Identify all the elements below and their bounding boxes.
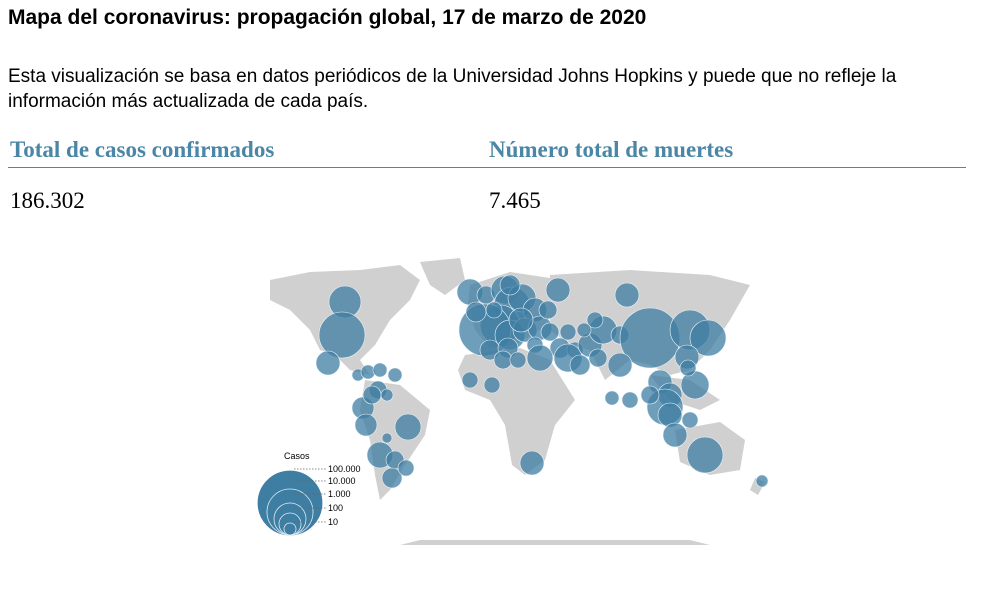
country-case-bubble[interactable] xyxy=(508,307,534,333)
country-case-bubble[interactable] xyxy=(569,354,591,376)
country-case-bubble[interactable] xyxy=(621,391,639,409)
country-case-bubble[interactable] xyxy=(380,388,394,402)
legend-circle xyxy=(283,522,297,536)
legend-title: Casos xyxy=(284,451,310,461)
page-title: Mapa del coronavirus: propagación global… xyxy=(8,6,647,29)
legend: Casos 100.000 10.000 1.000 100 10 xyxy=(257,451,361,536)
country-case-bubble[interactable] xyxy=(586,311,604,329)
country-case-bubble[interactable] xyxy=(686,436,724,474)
country-case-bubble[interactable] xyxy=(394,413,422,441)
country-case-bubble[interactable] xyxy=(318,311,366,359)
country-case-bubble[interactable] xyxy=(362,385,382,405)
country-case-bubble[interactable] xyxy=(372,362,388,378)
greenland xyxy=(420,258,465,295)
total-deaths-label: Número total de muertes xyxy=(489,137,734,162)
country-case-bubble[interactable] xyxy=(679,359,697,377)
total-cases-label: Total de casos confirmados xyxy=(10,137,275,162)
case-bubbles xyxy=(315,274,769,489)
country-case-bubble[interactable] xyxy=(493,350,513,370)
country-case-bubble[interactable] xyxy=(381,432,393,444)
country-case-bubble[interactable] xyxy=(607,352,633,378)
country-case-bubble[interactable] xyxy=(614,282,640,308)
country-case-bubble[interactable] xyxy=(381,467,403,489)
country-case-bubble[interactable] xyxy=(397,459,415,477)
country-case-bubble[interactable] xyxy=(387,367,403,383)
antarctica-edge xyxy=(400,540,710,545)
country-case-bubble[interactable] xyxy=(360,364,376,380)
world-map: Casos 100.000 10.000 1.000 100 10 xyxy=(257,258,769,545)
south-america xyxy=(360,380,430,500)
country-case-bubble[interactable] xyxy=(755,474,769,488)
country-case-bubble[interactable] xyxy=(681,411,699,429)
country-case-bubble[interactable] xyxy=(604,390,620,406)
country-case-bubble[interactable] xyxy=(640,385,660,405)
country-case-bubble[interactable] xyxy=(662,422,688,448)
country-case-bubble[interactable] xyxy=(485,301,503,319)
country-case-bubble[interactable] xyxy=(545,277,571,303)
total-deaths-value: 7.465 xyxy=(489,188,541,213)
country-case-bubble[interactable] xyxy=(588,348,608,368)
country-case-bubble[interactable] xyxy=(509,351,527,369)
legend-label: 100.000 xyxy=(328,464,361,474)
country-case-bubble[interactable] xyxy=(483,376,501,394)
country-case-bubble[interactable] xyxy=(540,322,560,342)
country-case-bubble[interactable] xyxy=(538,300,558,320)
country-case-bubble[interactable] xyxy=(315,350,341,376)
legend-label: 10 xyxy=(328,517,338,527)
divider xyxy=(8,167,966,168)
country-case-bubble[interactable] xyxy=(559,323,577,341)
total-cases-value: 186.302 xyxy=(10,188,85,213)
legend-label: 100 xyxy=(328,503,343,513)
description: Esta visualización se basa en datos peri… xyxy=(8,66,897,112)
country-case-bubble[interactable] xyxy=(499,274,521,296)
legend-label: 1.000 xyxy=(328,489,351,499)
legend-label: 10.000 xyxy=(328,476,356,486)
country-case-bubble[interactable] xyxy=(526,344,554,372)
country-case-bubble[interactable] xyxy=(576,322,592,338)
country-case-bubble[interactable] xyxy=(519,450,545,476)
country-case-bubble[interactable] xyxy=(465,301,487,323)
country-case-bubble[interactable] xyxy=(689,319,727,357)
country-case-bubble[interactable] xyxy=(461,371,479,389)
country-case-bubble[interactable] xyxy=(354,413,378,437)
